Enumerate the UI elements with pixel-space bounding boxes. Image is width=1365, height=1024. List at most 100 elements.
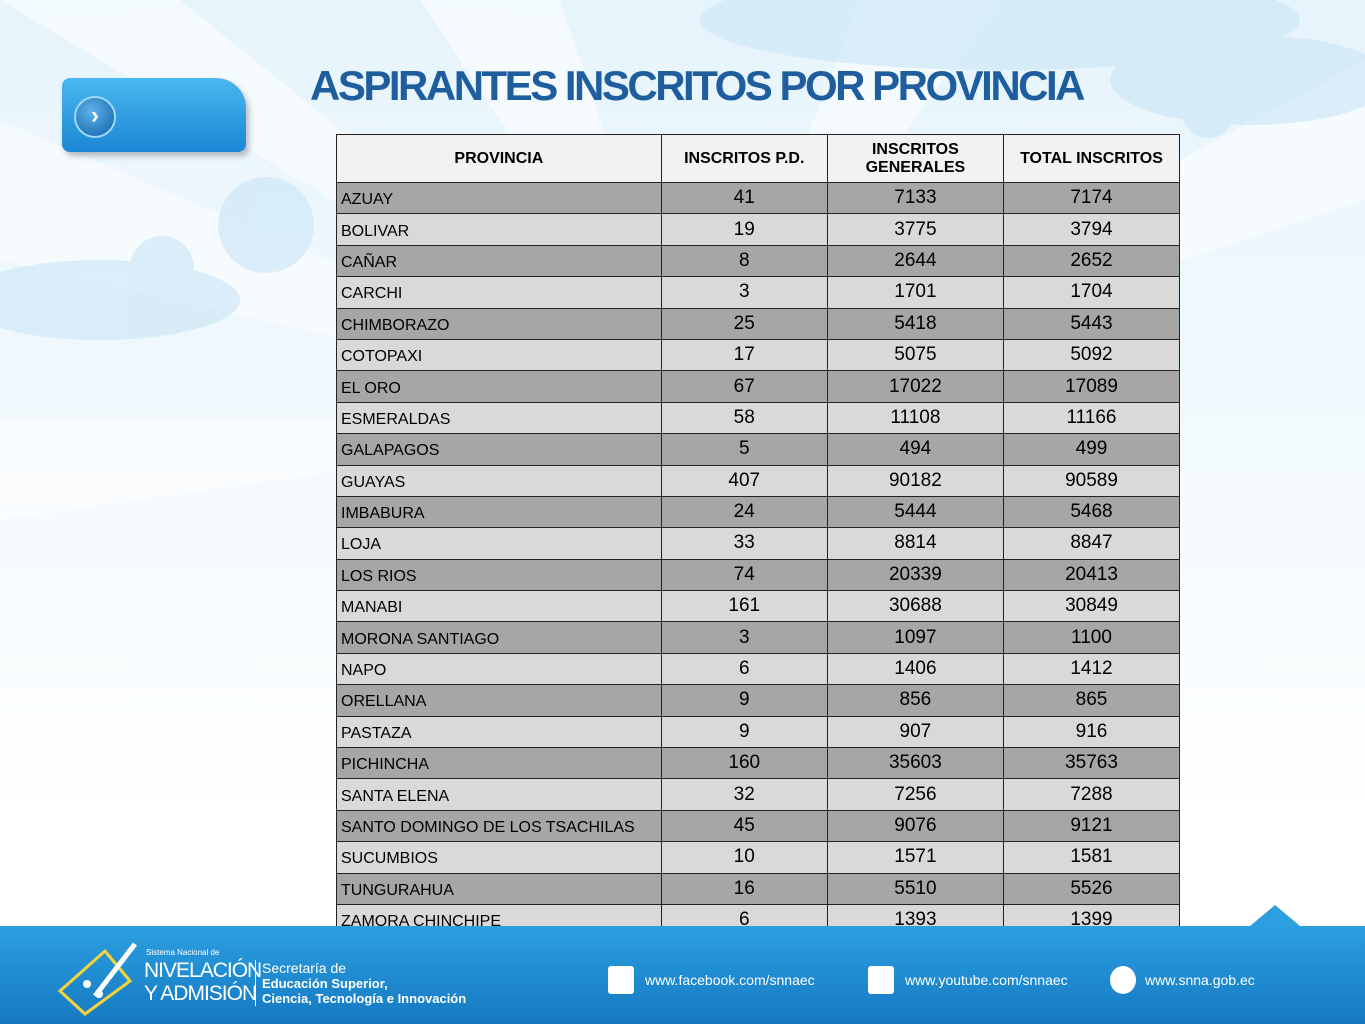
logo-line: Y ADMISIÓN — [144, 982, 257, 1005]
number-cell: 5468 — [1002, 495, 1181, 529]
number-cell: 10 — [660, 841, 828, 874]
province-cell: CARCHI — [336, 276, 662, 309]
number-cell: 3775 — [826, 213, 1004, 246]
province-cell: AZUAY — [336, 181, 662, 215]
table-row: EL ORO 67 17022 17089 — [336, 370, 1181, 403]
number-cell: 11108 — [826, 401, 1004, 435]
table-row: GALAPAGOS 5 494 499 — [336, 433, 1181, 466]
number-cell: 494 — [826, 433, 1004, 466]
number-cell: 7133 — [826, 181, 1004, 215]
youtube-link[interactable]: www.youtube.com/snnaec — [905, 972, 1068, 988]
table-row: NAPO 6 1406 1412 — [336, 652, 1181, 686]
table-row: AZUAY 41 7133 7174 — [336, 181, 1181, 215]
table-row: MANABI 161 30688 30849 — [336, 590, 1181, 623]
table-row: BOLIVAR 19 3775 3794 — [336, 213, 1181, 246]
number-cell: 90182 — [826, 464, 1004, 497]
table-row: IMBABURA 24 5444 5468 — [336, 495, 1181, 529]
number-cell: 25 — [660, 307, 828, 340]
number-cell: 9 — [660, 715, 828, 749]
slide-title: ASPIRANTES INSCRITOS POR PROVINCIA — [310, 62, 1086, 109]
number-cell: 8847 — [1002, 527, 1181, 560]
number-cell: 5092 — [1002, 338, 1181, 372]
province-cell: LOS RIOS — [336, 558, 662, 592]
number-cell: 35603 — [826, 747, 1004, 780]
nav-button[interactable]: › — [62, 78, 246, 152]
number-cell: 5075 — [826, 338, 1004, 372]
number-cell: 24 — [660, 495, 828, 529]
number-cell: 8814 — [826, 527, 1004, 560]
number-cell: 30688 — [826, 590, 1004, 623]
number-cell: 1097 — [826, 621, 1004, 654]
footer: Sistema Nacional de NIVELACIÓN Y ADMISIÓ… — [0, 926, 1365, 1024]
number-cell: 7288 — [1002, 778, 1181, 811]
table-row: CHIMBORAZO 25 5418 5443 — [336, 307, 1181, 340]
table-row: MORONA SANTIAGO 3 1097 1100 — [336, 621, 1181, 654]
province-cell: SUCUMBIOS — [336, 841, 662, 874]
number-cell: 1704 — [1002, 276, 1181, 309]
number-cell: 7256 — [826, 778, 1004, 811]
number-cell: 17 — [660, 338, 828, 372]
number-cell: 5443 — [1002, 307, 1181, 340]
province-cell: BOLIVAR — [336, 213, 662, 246]
number-cell: 8 — [660, 244, 828, 278]
divider — [255, 960, 256, 1006]
number-cell: 5 — [660, 433, 828, 466]
table-row: TUNGURAHUA 16 5510 5526 — [336, 872, 1181, 905]
table-row: LOJA 33 8814 8847 — [336, 527, 1181, 560]
province-cell: LOJA — [336, 527, 662, 560]
secretaria: Secretaría de — [262, 960, 347, 976]
province-cell: CAÑAR — [336, 244, 662, 278]
facebook-link[interactable]: www.facebook.com/snnaec — [645, 972, 815, 988]
number-cell: 74 — [660, 558, 828, 592]
number-cell: 9076 — [826, 809, 1004, 843]
number-cell: 1412 — [1002, 652, 1181, 686]
number-cell: 499 — [1002, 433, 1181, 466]
table-row: CAÑAR 8 2644 2652 — [336, 244, 1181, 278]
web-link[interactable]: www.snna.gob.ec — [1145, 972, 1255, 988]
number-cell: 3 — [660, 621, 828, 654]
number-cell: 3 — [660, 276, 828, 309]
province-cell: ESMERALDAS — [336, 401, 662, 435]
facebook-icon[interactable] — [608, 966, 634, 994]
province-cell: PICHINCHA — [336, 747, 662, 780]
province-cell: SANTO DOMINGO DE LOS TSACHILAS — [336, 809, 662, 843]
province-cell: MORONA SANTIAGO — [336, 621, 662, 654]
number-cell: 45 — [660, 809, 828, 843]
number-cell: 67 — [660, 370, 828, 403]
province-cell: IMBABURA — [336, 495, 662, 529]
province-cell: ORELLANA — [336, 684, 662, 717]
data-table: PROVINCIA INSCRITOS P.D. INSCRITOS GENERAL… — [336, 134, 1181, 964]
number-cell: 35763 — [1002, 747, 1181, 780]
number-cell: 3794 — [1002, 213, 1181, 246]
number-cell: 2652 — [1002, 244, 1181, 278]
table-row: ORELLANA 9 856 865 — [336, 684, 1181, 717]
number-cell: 1581 — [1002, 841, 1181, 874]
province-cell: GALAPAGOS — [336, 433, 662, 466]
province-cell: TUNGURAHUA — [336, 872, 662, 905]
youtube-icon[interactable] — [868, 966, 894, 994]
web-icon[interactable] — [1110, 966, 1136, 994]
province-cell: MANABI — [336, 590, 662, 623]
table-row: SUCUMBIOS 10 1571 1581 — [336, 841, 1181, 874]
table-row: ESMERALDAS 58 11108 11166 — [336, 401, 1181, 435]
number-cell: 90589 — [1002, 464, 1181, 497]
number-cell: 160 — [660, 747, 828, 780]
province-cell: EL ORO — [336, 370, 662, 403]
number-cell: 17022 — [826, 370, 1004, 403]
province-cell: NAPO — [336, 652, 662, 686]
table-row: SANTO DOMINGO DE LOS TSACHILAS 45 9076 9121 — [336, 809, 1181, 843]
number-cell: 1406 — [826, 652, 1004, 686]
number-cell: 1571 — [826, 841, 1004, 874]
number-cell: 9 — [660, 684, 828, 717]
number-cell: 1701 — [826, 276, 1004, 309]
arrow-icon: › — [74, 96, 116, 138]
province-cell: COTOPAXI — [336, 338, 662, 372]
number-cell: 58 — [660, 401, 828, 435]
number-cell: 7174 — [1002, 181, 1181, 215]
table-row: GUAYAS 407 90182 90589 — [336, 464, 1181, 497]
number-cell: 16 — [660, 872, 828, 905]
number-cell: 20413 — [1002, 558, 1181, 592]
column-header: INSCRITOS P.D. — [660, 134, 828, 183]
number-cell: 19 — [660, 213, 828, 246]
